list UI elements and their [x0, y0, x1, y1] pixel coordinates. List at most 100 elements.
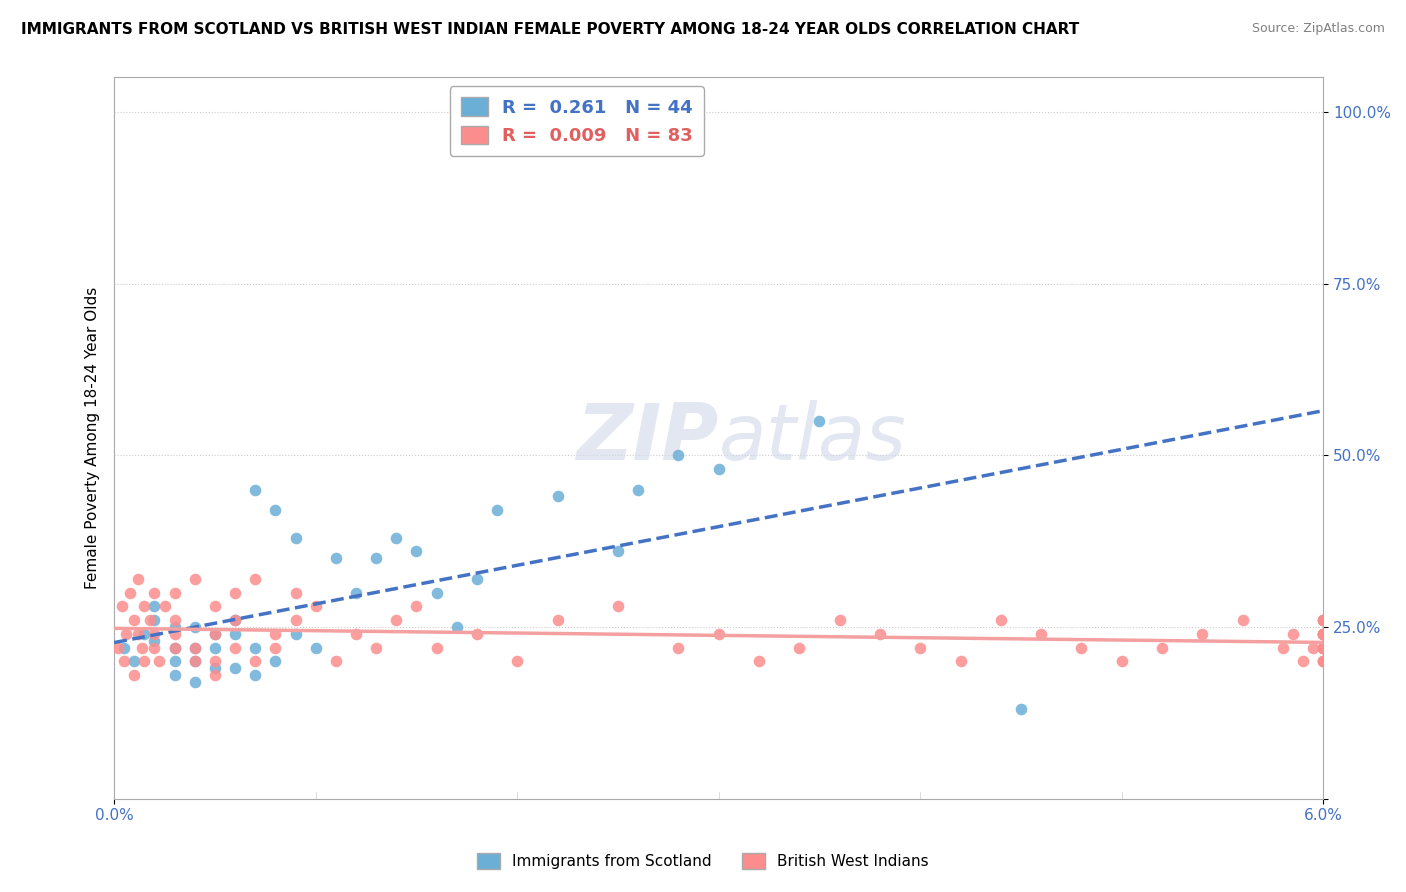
Point — [1312, 627, 1334, 641]
Point — [120, 585, 142, 599]
Point — [127, 627, 149, 641]
Point — [1312, 640, 1334, 655]
Point — [184, 572, 207, 586]
Text: ZIP: ZIP — [576, 401, 718, 476]
Point — [204, 627, 226, 641]
Text: atlas: atlas — [718, 401, 907, 476]
Point — [707, 627, 730, 641]
Point — [163, 627, 186, 641]
Point — [245, 483, 267, 497]
Point — [789, 640, 811, 655]
Point — [1312, 627, 1334, 641]
Point — [143, 613, 166, 627]
Point — [1312, 640, 1334, 655]
Point — [204, 654, 226, 668]
Point — [284, 531, 307, 545]
Point — [405, 544, 427, 558]
Point — [184, 675, 207, 690]
Point — [111, 599, 134, 614]
Point — [1292, 654, 1315, 668]
Point — [224, 613, 246, 627]
Point — [607, 599, 630, 614]
Point — [163, 640, 186, 655]
Point — [344, 585, 367, 599]
Y-axis label: Female Poverty Among 18-24 Year Olds: Female Poverty Among 18-24 Year Olds — [86, 287, 100, 590]
Point — [465, 572, 488, 586]
Point — [949, 654, 972, 668]
Point — [131, 640, 153, 655]
Point — [134, 654, 156, 668]
Point — [426, 585, 449, 599]
Point — [1312, 640, 1334, 655]
Point — [264, 640, 287, 655]
Point — [1312, 627, 1334, 641]
Point — [1232, 613, 1254, 627]
Point — [748, 654, 770, 668]
Point — [305, 599, 328, 614]
Point — [446, 620, 468, 634]
Point — [1312, 627, 1334, 641]
Point — [143, 627, 166, 641]
Point — [163, 640, 186, 655]
Point — [134, 599, 156, 614]
Point — [1312, 654, 1334, 668]
Point — [547, 490, 569, 504]
Point — [828, 613, 851, 627]
Point — [153, 599, 176, 614]
Point — [426, 640, 449, 655]
Point — [1070, 640, 1092, 655]
Point — [264, 627, 287, 641]
Point — [264, 503, 287, 517]
Point — [284, 585, 307, 599]
Point — [325, 654, 347, 668]
Point — [184, 654, 207, 668]
Point — [1271, 640, 1294, 655]
Point — [405, 599, 427, 614]
Point — [366, 551, 388, 566]
Point — [224, 627, 246, 641]
Point — [1312, 613, 1334, 627]
Point — [245, 572, 267, 586]
Point — [224, 640, 246, 655]
Point — [547, 613, 569, 627]
Point — [1312, 640, 1334, 655]
Point — [204, 627, 226, 641]
Point — [163, 613, 186, 627]
Point — [245, 668, 267, 682]
Point — [668, 448, 690, 462]
Point — [245, 654, 267, 668]
Point — [204, 640, 226, 655]
Point — [139, 613, 162, 627]
Point — [112, 640, 135, 655]
Point — [284, 613, 307, 627]
Point — [990, 613, 1012, 627]
Point — [163, 668, 186, 682]
Point — [107, 640, 129, 655]
Point — [224, 661, 246, 675]
Point — [163, 585, 186, 599]
Point — [1312, 654, 1334, 668]
Point — [245, 640, 267, 655]
Point — [224, 613, 246, 627]
Point — [1010, 702, 1032, 716]
Point — [184, 654, 207, 668]
Text: IMMIGRANTS FROM SCOTLAND VS BRITISH WEST INDIAN FEMALE POVERTY AMONG 18-24 YEAR : IMMIGRANTS FROM SCOTLAND VS BRITISH WEST… — [21, 22, 1080, 37]
Point — [668, 640, 690, 655]
Point — [1312, 627, 1334, 641]
Point — [163, 654, 186, 668]
Point — [627, 483, 650, 497]
Point — [224, 585, 246, 599]
Point — [344, 627, 367, 641]
Point — [264, 654, 287, 668]
Point — [707, 462, 730, 476]
Point — [284, 627, 307, 641]
Point — [204, 668, 226, 682]
Point — [124, 654, 146, 668]
Point — [124, 613, 146, 627]
Point — [465, 627, 488, 641]
Point — [385, 613, 408, 627]
Point — [184, 640, 207, 655]
Point — [910, 640, 932, 655]
Point — [1312, 613, 1334, 627]
Point — [124, 668, 146, 682]
